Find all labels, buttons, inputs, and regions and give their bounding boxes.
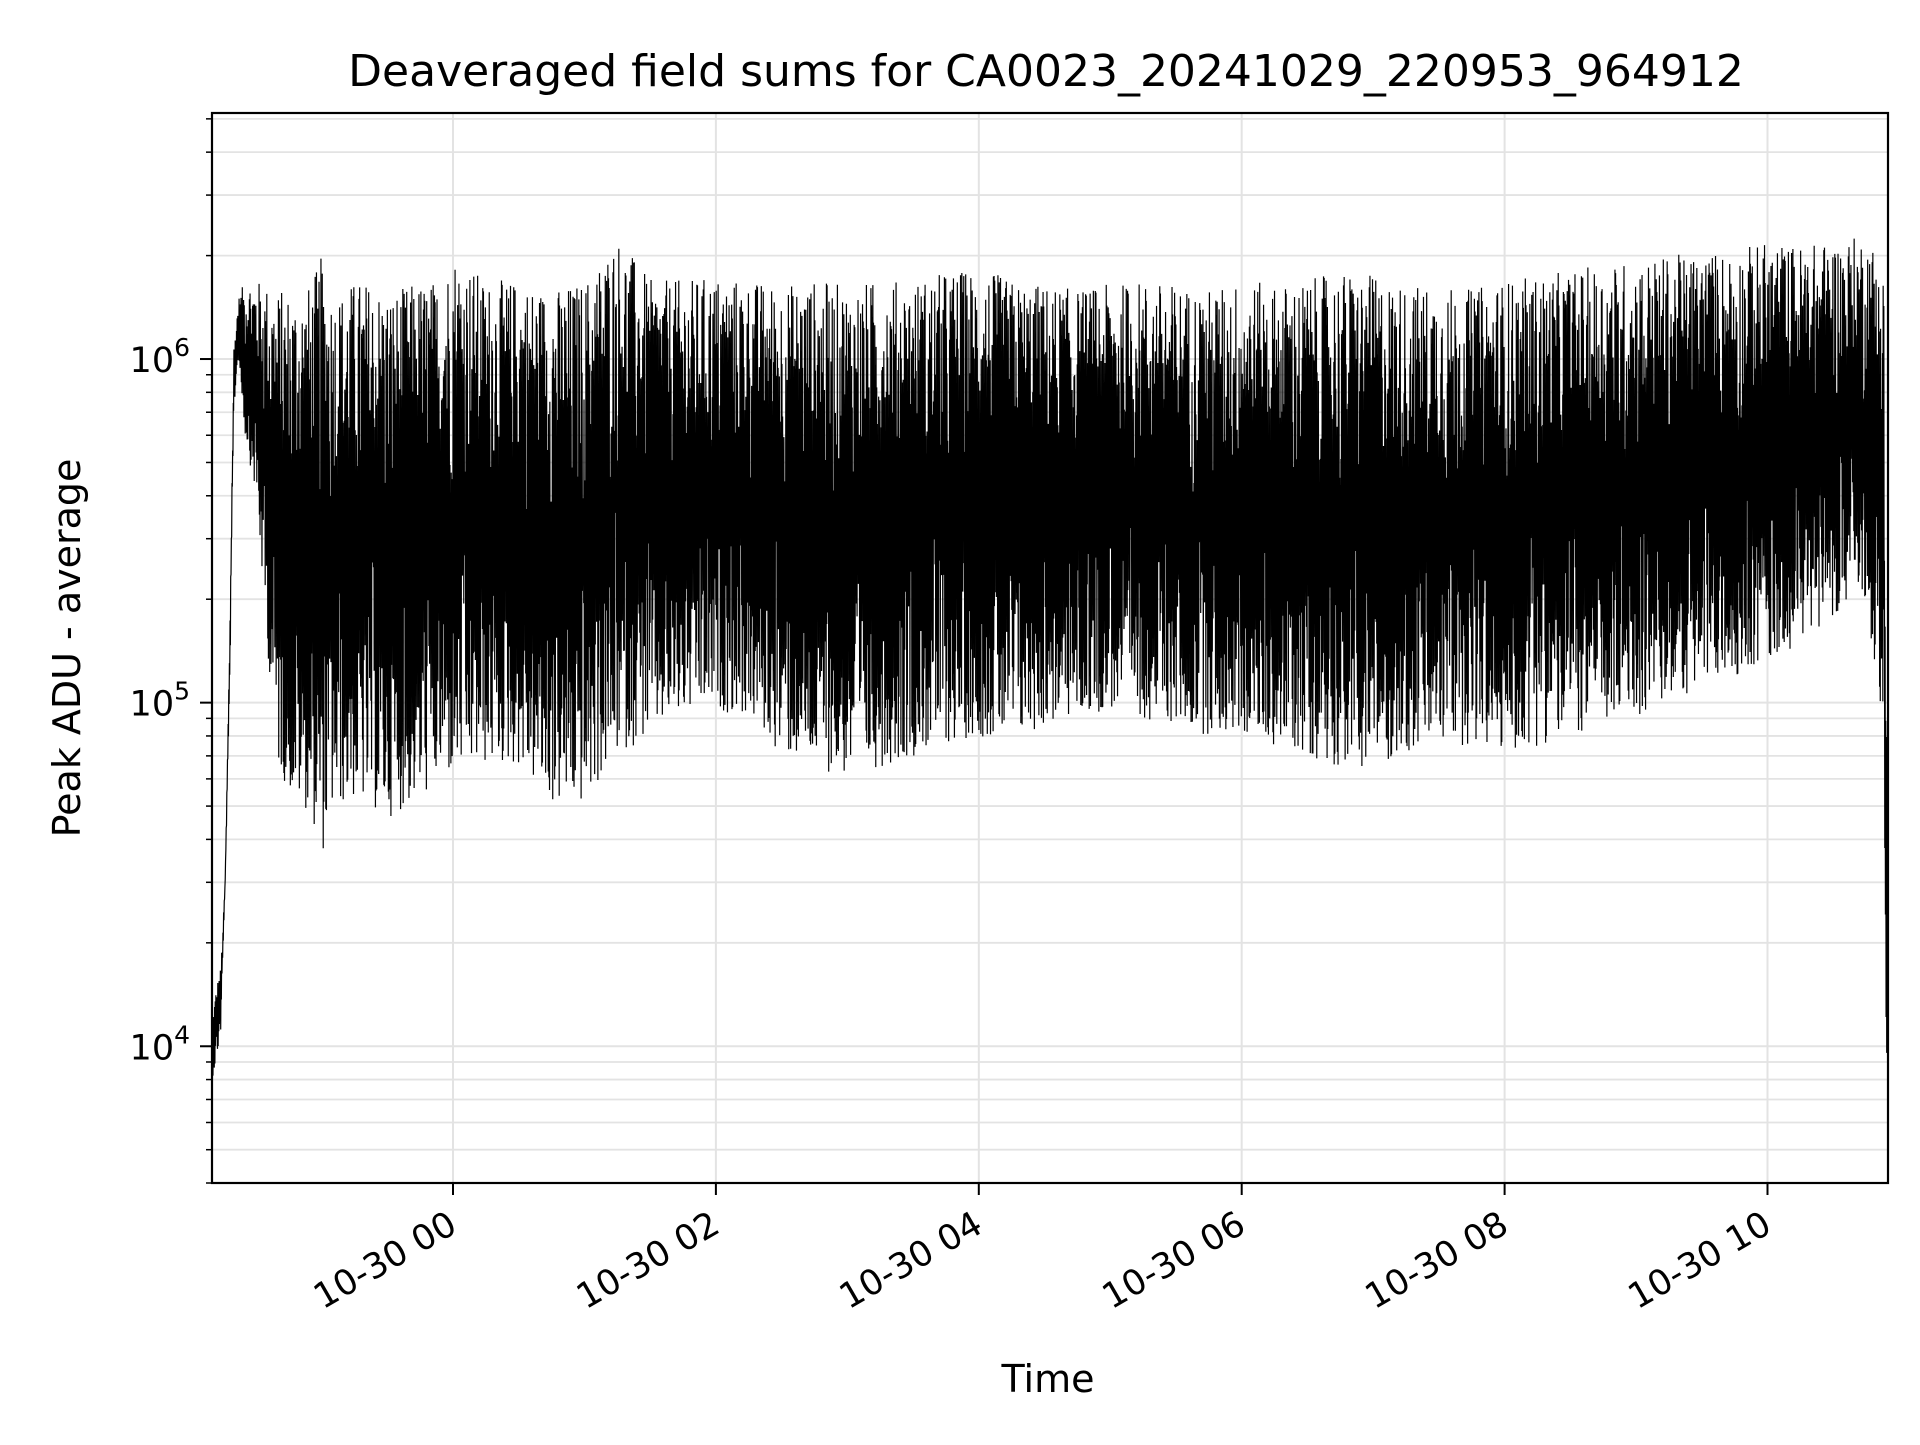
y-tick-label: 106 [130, 333, 190, 381]
y-axis-label: Peak ADU - average [45, 459, 89, 838]
y-tick-label: 105 [130, 677, 190, 725]
series-line [212, 238, 1888, 1076]
y-axis: 104 105 106 [130, 118, 212, 1184]
x-axis-label: Time [1001, 1357, 1095, 1401]
plot-frame [210, 111, 1890, 1185]
y-tick-label: 104 [130, 1020, 190, 1068]
plot-area [212, 238, 1888, 1076]
chart-title: Deaveraged field sums for CA0023_2024102… [348, 46, 1744, 97]
